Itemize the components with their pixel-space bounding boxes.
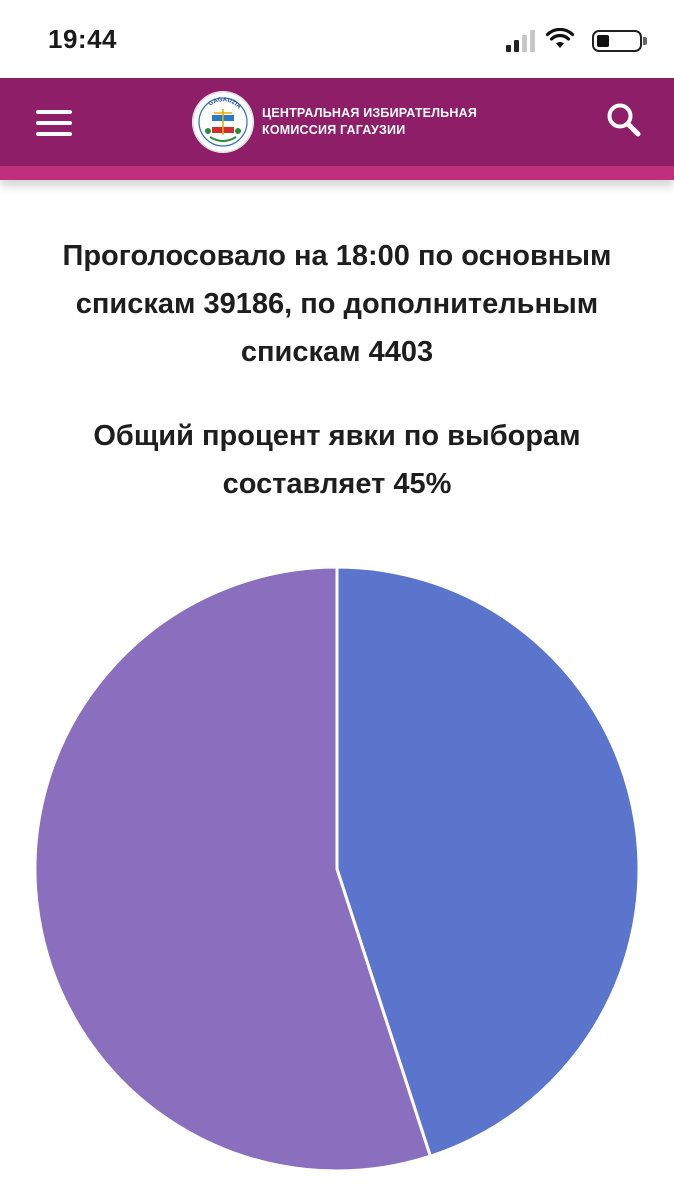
votes-headline: Проголосовало на 18:00 по основным списк… — [62, 240, 612, 368]
pie-slice-2 — [33, 565, 433, 1173]
turnout-pie-chart — [32, 564, 642, 1174]
battery-icon — [592, 30, 647, 52]
header-accent-stripe — [0, 166, 674, 180]
search-button[interactable] — [604, 100, 644, 140]
menu-button[interactable] — [32, 102, 74, 142]
search-icon — [607, 103, 641, 137]
status-bar: 19:44 — [0, 0, 674, 78]
site-logo-link[interactable]: GAGAUZIA ЦЕНТРАЛЬНАЯ ИЗБИРАТЕЛЬНАЯ КОМИС… — [192, 90, 477, 154]
status-time: 19:44 — [48, 24, 117, 54]
hamburger-icon — [36, 110, 72, 114]
pie-chart-svg — [33, 565, 641, 1173]
site-title-line2: КОМИССИЯ ГАГАУЗИИ — [262, 123, 406, 137]
cec-emblem-logo: GAGAUZIA — [192, 91, 254, 153]
site-title: ЦЕНТРАЛЬНАЯ ИЗБИРАТЕЛЬНАЯ КОМИССИЯ ГАГАУ… — [262, 105, 477, 139]
site-title-line1: ЦЕНТРАЛЬНАЯ ИЗБИРАТЕЛЬНАЯ — [262, 106, 478, 120]
pie-slice-1 — [335, 565, 641, 1159]
wifi-icon — [546, 28, 574, 48]
cellular-signal-icon — [506, 30, 535, 52]
site-header: GAGAUZIA ЦЕНТРАЛЬНАЯ ИЗБИРАТЕЛЬНАЯ КОМИС… — [0, 78, 674, 166]
turnout-text: Общий процент явки по выборам составляет… — [93, 420, 581, 500]
